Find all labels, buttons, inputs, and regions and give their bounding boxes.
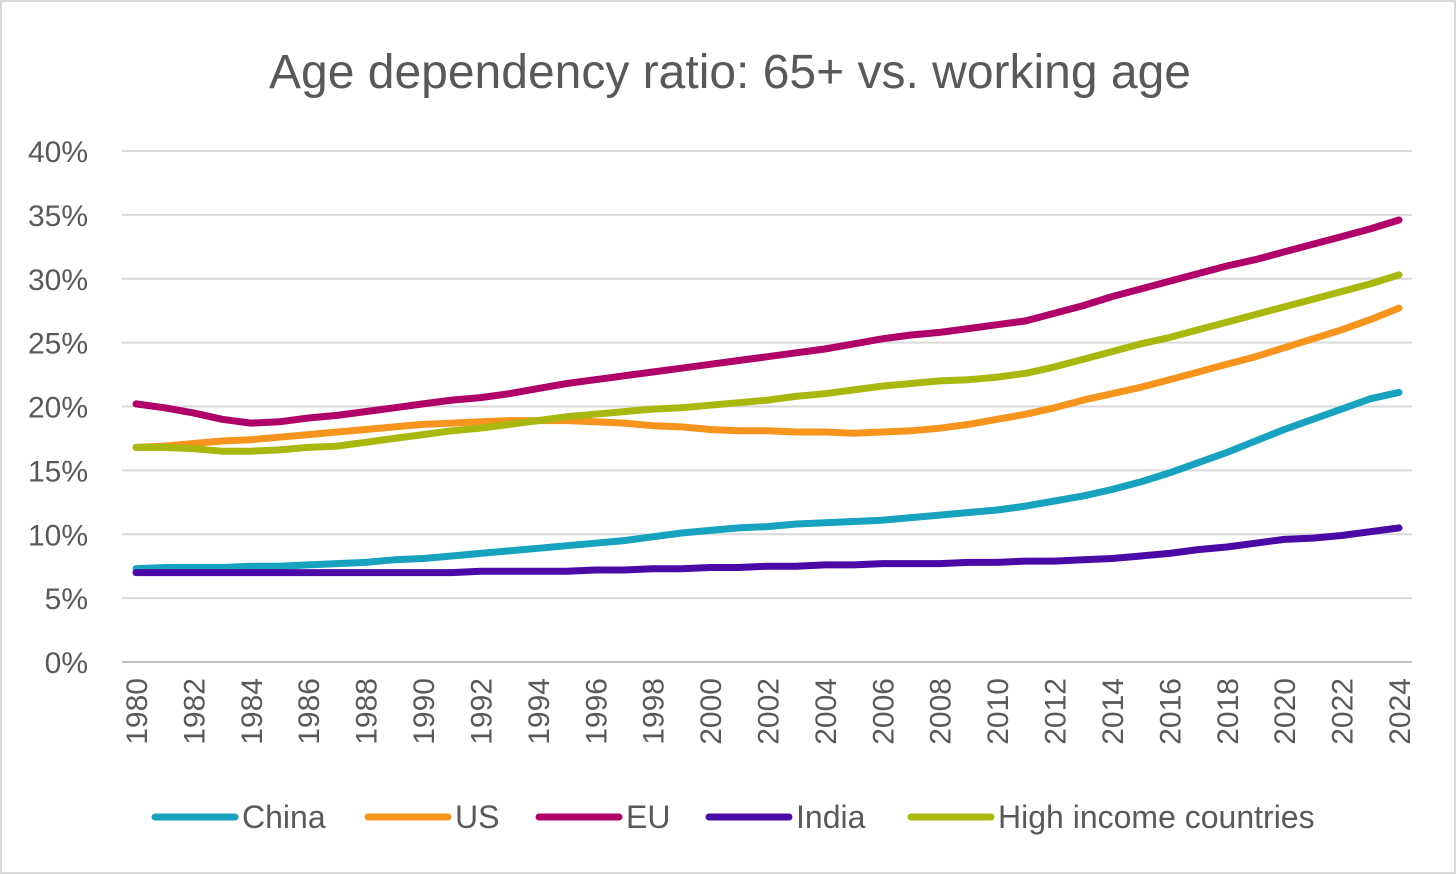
y-tick-label: 5%	[45, 583, 88, 616]
x-tick-label: 1980	[121, 678, 154, 745]
y-tick-label: 30%	[28, 264, 88, 297]
chart-title: Age dependency ratio: 65+ vs. working ag…	[269, 46, 1191, 99]
legend-item: EU	[535, 799, 670, 835]
legend-label: China	[242, 799, 326, 835]
x-tick-label: 2022	[1327, 678, 1360, 745]
gridlines	[122, 150, 1412, 663]
x-tick-label: 2010	[982, 678, 1015, 745]
x-tick-label: 2008	[925, 678, 958, 745]
x-tick-label: 2024	[1384, 678, 1417, 745]
y-tick-label: 20%	[28, 392, 88, 425]
x-tick-label: 1982	[178, 678, 211, 745]
y-tick-label: 15%	[28, 455, 88, 488]
x-tick-label: 1998	[638, 678, 671, 745]
x-tick-label: 2016	[1154, 678, 1187, 745]
legend-item: China	[151, 799, 326, 835]
x-tick-label: 2002	[753, 678, 786, 745]
series-lines	[132, 216, 1403, 577]
legend-label: High income countries	[998, 799, 1315, 835]
x-tick-label: 1996	[580, 678, 613, 745]
x-tick-label: 2020	[1269, 678, 1302, 745]
legend-label: EU	[626, 799, 670, 835]
series-line-high-income-countries	[132, 271, 1403, 455]
legend-label: India	[796, 799, 866, 835]
x-tick-label: 1984	[236, 678, 269, 745]
x-tick-label: 2012	[1040, 678, 1073, 745]
x-axis-ticks: 1980 1982 1984 1986 1988 1990 1992 1994 1996 1998…	[121, 678, 1417, 745]
legend-item: India	[705, 799, 866, 835]
series-line-eu	[132, 216, 1403, 427]
y-tick-label: 35%	[28, 200, 88, 233]
series-line-india	[132, 524, 1403, 577]
y-tick-label: 0%	[45, 647, 88, 680]
x-tick-label: 1990	[408, 678, 441, 745]
legend-item: High income countries	[907, 799, 1315, 835]
y-tick-label: 10%	[28, 519, 88, 552]
x-tick-label: 1986	[293, 678, 326, 745]
x-tick-label: 1988	[351, 678, 384, 745]
y-tick-label: 40%	[28, 136, 88, 169]
series-line-china	[132, 388, 1403, 573]
x-tick-label: 1992	[465, 678, 498, 745]
x-tick-label: 2018	[1212, 678, 1245, 745]
legend-label: US	[455, 799, 499, 835]
x-tick-label: 2004	[810, 678, 843, 745]
y-axis-ticks: 0% 5% 10% 15% 20% 25% 30% 35% 40%	[28, 136, 88, 680]
x-tick-label: 2006	[867, 678, 900, 745]
y-tick-label: 25%	[28, 328, 88, 361]
x-tick-label: 1994	[523, 678, 556, 745]
x-tick-label: 2000	[695, 678, 728, 745]
legend-item: US	[364, 799, 499, 835]
legend: China US EU India High income countries	[151, 799, 1315, 835]
x-tick-label: 2014	[1097, 678, 1130, 745]
series-line-us	[132, 304, 1403, 451]
